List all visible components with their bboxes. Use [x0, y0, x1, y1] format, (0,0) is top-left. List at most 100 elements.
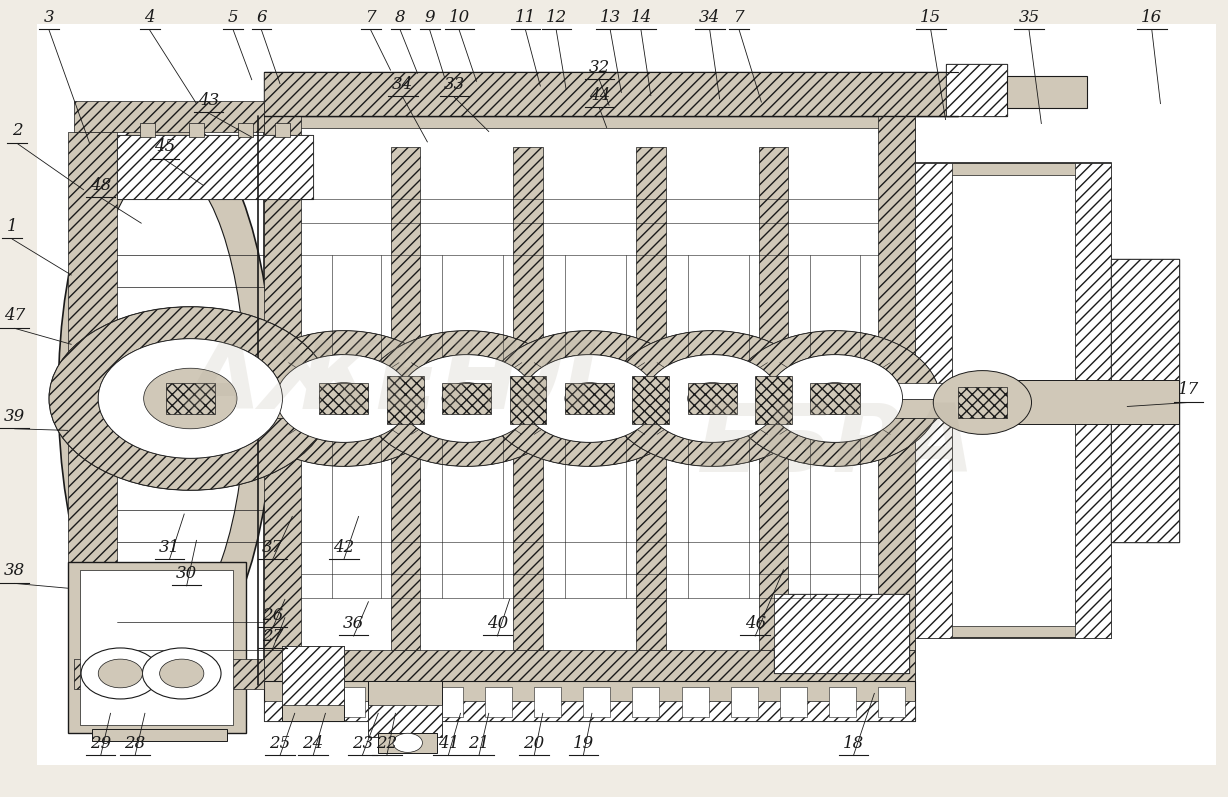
Bar	[755, 376, 792, 424]
Bar	[583, 687, 610, 717]
Text: 1: 1	[7, 218, 17, 235]
Circle shape	[81, 648, 160, 699]
Bar	[510, 376, 546, 424]
Bar	[368, 705, 442, 737]
Circle shape	[98, 339, 282, 458]
Text: 26: 26	[262, 607, 284, 624]
Wedge shape	[731, 331, 939, 466]
Text: 39: 39	[4, 408, 26, 425]
Circle shape	[485, 331, 694, 466]
Text: АЖЕНЛ: АЖЕНЛ	[188, 336, 598, 429]
Circle shape	[393, 733, 422, 752]
Bar	[810, 383, 860, 414]
Bar	[1007, 380, 1179, 424]
Ellipse shape	[59, 116, 274, 673]
Bar	[74, 101, 264, 132]
Bar	[338, 687, 365, 717]
Circle shape	[810, 383, 860, 414]
Text: 25: 25	[269, 735, 291, 752]
Bar	[534, 687, 561, 717]
Bar	[282, 128, 896, 673]
Text: 7: 7	[366, 10, 376, 26]
Bar	[915, 163, 1111, 638]
Text: 48: 48	[90, 177, 112, 194]
Ellipse shape	[86, 163, 246, 626]
Text: 22: 22	[376, 735, 398, 752]
Text: 28: 28	[124, 735, 146, 752]
Circle shape	[49, 307, 332, 490]
Text: 17: 17	[1178, 382, 1200, 398]
Bar	[264, 116, 915, 685]
Text: 34: 34	[699, 10, 721, 26]
Text: 3: 3	[44, 10, 54, 26]
Circle shape	[144, 368, 237, 429]
Text: 15: 15	[920, 10, 942, 26]
Bar	[68, 562, 246, 733]
Text: 20: 20	[523, 735, 545, 752]
Bar	[166, 383, 215, 414]
Bar	[264, 116, 301, 650]
Text: 8: 8	[395, 10, 405, 26]
Bar	[68, 132, 117, 659]
Bar	[1007, 76, 1087, 108]
Bar	[264, 701, 915, 721]
Bar	[513, 147, 543, 387]
Bar	[632, 687, 659, 717]
Text: 13: 13	[599, 10, 621, 26]
Bar	[117, 135, 313, 199]
Text: 9: 9	[425, 10, 435, 26]
Bar	[436, 687, 463, 717]
Wedge shape	[485, 331, 694, 466]
Bar	[1074, 163, 1111, 638]
Text: 35: 35	[1018, 10, 1040, 26]
Text: 43: 43	[198, 92, 220, 109]
Wedge shape	[49, 307, 332, 490]
Text: 14: 14	[630, 10, 652, 26]
Bar	[946, 64, 1007, 116]
Bar	[565, 383, 614, 414]
Text: 32: 32	[588, 59, 610, 76]
Bar	[391, 147, 420, 387]
Text: 29: 29	[90, 735, 112, 752]
Circle shape	[399, 355, 534, 442]
Circle shape	[142, 648, 221, 699]
Wedge shape	[362, 331, 571, 466]
Bar	[319, 383, 368, 414]
Bar	[117, 398, 1001, 418]
Bar	[80, 570, 233, 725]
Wedge shape	[608, 331, 817, 466]
Circle shape	[98, 659, 142, 688]
Circle shape	[442, 383, 491, 414]
Circle shape	[688, 383, 737, 414]
Bar	[1111, 259, 1179, 542]
Bar	[878, 687, 905, 717]
Bar	[774, 594, 909, 673]
Text: 40: 40	[486, 615, 508, 632]
Bar	[759, 410, 788, 650]
Bar	[264, 72, 958, 116]
Bar	[189, 123, 204, 137]
Text: 44: 44	[588, 87, 610, 104]
Bar	[878, 116, 915, 650]
Bar	[829, 687, 856, 717]
Circle shape	[276, 355, 411, 442]
Bar	[140, 123, 155, 137]
Text: 37: 37	[262, 539, 284, 556]
Bar	[289, 687, 316, 717]
Bar	[368, 681, 442, 737]
Bar	[264, 681, 915, 721]
Text: 33: 33	[443, 77, 465, 93]
Bar	[92, 729, 227, 741]
Text: ЕБРА: ЕБРА	[695, 400, 975, 493]
Text: 2: 2	[12, 123, 22, 139]
Text: 5: 5	[228, 10, 238, 26]
Bar	[958, 387, 1007, 418]
Bar	[117, 383, 1001, 398]
Text: 41: 41	[437, 735, 459, 752]
Circle shape	[645, 355, 780, 442]
Text: 38: 38	[4, 563, 26, 579]
Bar	[387, 376, 424, 424]
Bar	[282, 646, 344, 705]
Bar	[391, 410, 420, 650]
Circle shape	[160, 659, 204, 688]
